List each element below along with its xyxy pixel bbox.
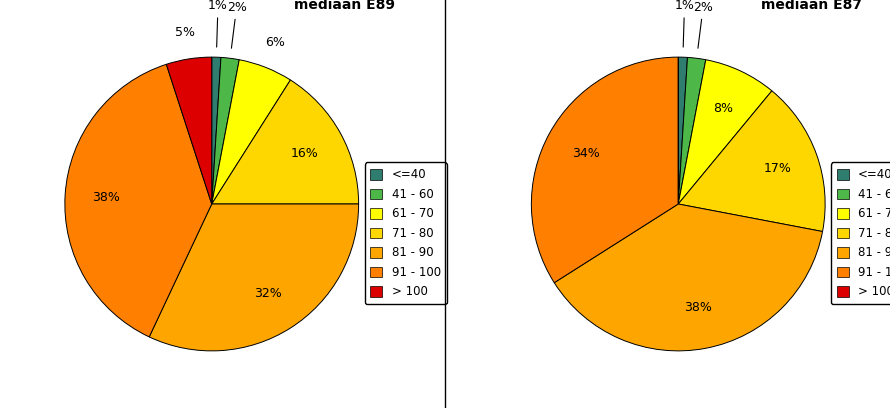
Wedge shape — [65, 64, 212, 337]
Text: 17%: 17% — [764, 162, 792, 175]
Text: 38%: 38% — [684, 302, 712, 315]
Text: 8%: 8% — [713, 102, 733, 115]
Wedge shape — [212, 60, 290, 204]
Text: 5%: 5% — [174, 26, 195, 39]
Text: 1%: 1% — [675, 0, 694, 47]
Text: 38%: 38% — [93, 191, 120, 204]
Text: E-peil woningen 2007
gemiddeld E85
mediaan E87: E-peil woningen 2007 gemiddeld E85 media… — [693, 0, 862, 12]
Wedge shape — [678, 91, 825, 231]
Text: 6%: 6% — [265, 36, 286, 49]
Text: E-peil woningen 2006
gemiddeld E87
mediaan E89: E-peil woningen 2006 gemiddeld E87 media… — [227, 0, 395, 12]
Wedge shape — [212, 80, 359, 204]
Wedge shape — [678, 60, 772, 204]
Wedge shape — [678, 57, 687, 204]
Text: 16%: 16% — [290, 146, 319, 160]
Legend: <=40, 41 - 60, 61 - 70, 71 - 80, 81 - 90, 91 - 100, > 100: <=40, 41 - 60, 61 - 70, 71 - 80, 81 - 90… — [365, 162, 447, 304]
Wedge shape — [554, 204, 822, 351]
Text: 32%: 32% — [255, 287, 282, 300]
Wedge shape — [212, 58, 239, 204]
Legend: <=40, 41 - 60, 61 - 70, 71 - 80, 81 - 90, 91 - 100, > 100: <=40, 41 - 60, 61 - 70, 71 - 80, 81 - 90… — [831, 162, 890, 304]
Wedge shape — [678, 58, 706, 204]
Text: 34%: 34% — [571, 146, 600, 160]
Wedge shape — [531, 57, 678, 283]
Wedge shape — [166, 57, 212, 204]
Wedge shape — [212, 57, 221, 204]
Text: 1%: 1% — [208, 0, 228, 47]
Wedge shape — [150, 204, 359, 351]
Text: 2%: 2% — [693, 1, 713, 48]
Text: 2%: 2% — [227, 1, 247, 48]
